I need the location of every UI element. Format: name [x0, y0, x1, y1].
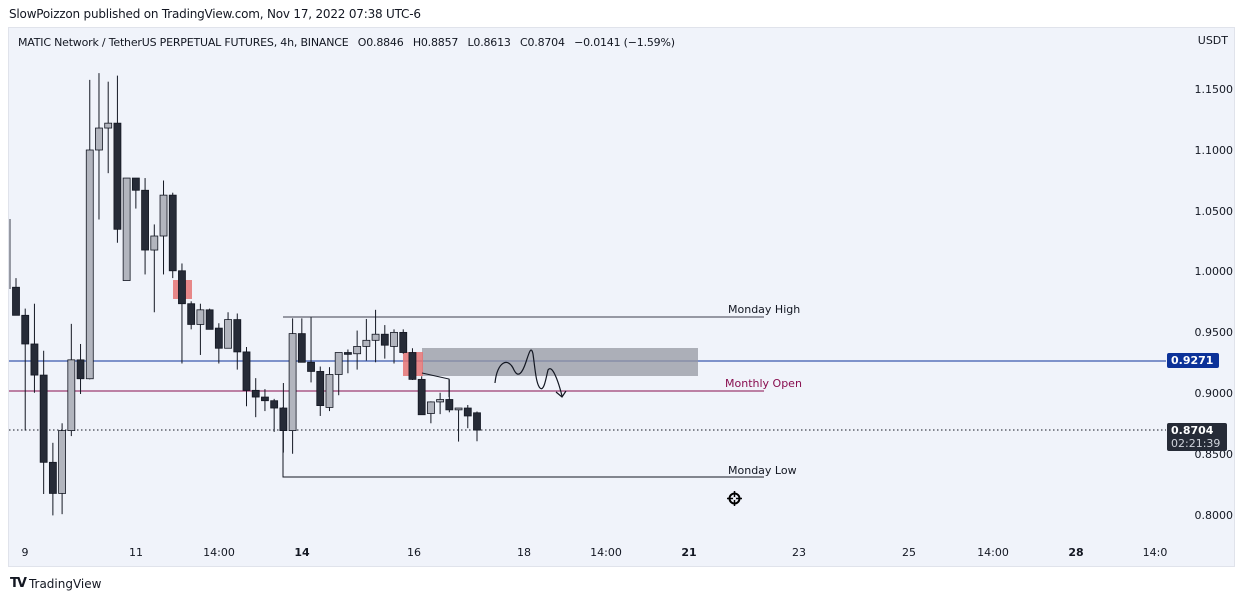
candle-body — [454, 407, 463, 411]
crosshair-cursor-icon — [727, 491, 742, 506]
candle-body — [242, 351, 251, 391]
last-price: 0.8704 — [1171, 424, 1214, 437]
candle-body — [104, 122, 113, 129]
time-tick: 14 — [294, 546, 310, 559]
candle-body — [131, 177, 140, 191]
candle-body — [187, 303, 196, 325]
brand-name: TradingView — [28, 576, 102, 591]
candle-body — [12, 286, 20, 316]
candle-body — [39, 374, 48, 463]
candle-body — [399, 331, 408, 353]
price-tick: 1.0500 — [1194, 205, 1234, 218]
candle-body — [224, 319, 232, 349]
price-tick: 1.0000 — [1194, 265, 1234, 278]
price-tick: 0.8500 — [1194, 448, 1234, 461]
candle-body — [334, 352, 343, 375]
arrow-head-icon — [555, 390, 567, 398]
candle-body — [168, 194, 177, 272]
candle-body — [353, 346, 362, 355]
candle-body — [48, 461, 57, 494]
hline-price-badge: 0.9271 — [1167, 353, 1219, 368]
time-tick: 23 — [792, 546, 806, 559]
candle-body — [463, 407, 472, 417]
candle-body — [141, 189, 149, 251]
ohlc-low: L0.8613 — [467, 36, 511, 49]
candle-body — [316, 371, 325, 406]
candle-body — [261, 396, 269, 402]
time-tick: 28 — [1068, 546, 1084, 559]
candle-body — [159, 194, 168, 237]
ohlc-high: H0.8857 — [412, 36, 459, 49]
candle-body — [371, 333, 380, 341]
time-tick: 11 — [129, 546, 143, 559]
time-tick: 14:0 — [1142, 546, 1168, 559]
price-tick: 1.1000 — [1194, 144, 1234, 157]
ohlc-close: C0.8704 — [520, 36, 565, 49]
candle-body — [85, 149, 94, 380]
candle-body — [436, 399, 445, 403]
monday-low-line — [282, 407, 764, 478]
candle-body — [362, 339, 371, 347]
monday-high-label[interactable]: Monday High — [728, 303, 801, 316]
price-tick: 0.9500 — [1194, 326, 1234, 339]
projection-line — [421, 372, 450, 397]
candle-body — [21, 314, 30, 345]
price-tick: 0.9000 — [1194, 387, 1234, 400]
footer-branding[interactable]: TV TradingView — [10, 576, 101, 591]
candle-body — [325, 374, 334, 408]
candle-body — [297, 333, 306, 363]
candle-body — [307, 361, 315, 372]
candle-body — [58, 430, 66, 494]
bar-countdown: 02:21:39 — [1171, 437, 1221, 450]
tradingview-logo-icon: TV — [10, 576, 27, 591]
candle-body — [233, 319, 242, 353]
symbol-title[interactable]: MATIC Network / TetherUS PERPETUAL FUTUR… — [18, 36, 349, 49]
candle-body — [390, 331, 398, 347]
price-tick: 0.8000 — [1194, 509, 1234, 522]
time-tick: 18 — [517, 546, 531, 559]
candle-body — [196, 309, 205, 325]
candle-body — [279, 407, 288, 431]
time-tick: 16 — [407, 546, 421, 559]
monday-low-label[interactable]: Monday Low — [728, 464, 797, 477]
price-tick: 1.1500 — [1194, 83, 1234, 96]
brush-drawing — [494, 349, 563, 397]
candle-body — [473, 412, 481, 431]
candle-body — [76, 359, 85, 380]
time-tick: 25 — [902, 546, 916, 559]
candle-body — [205, 309, 214, 330]
time-tick: 9 — [21, 546, 29, 559]
candle-body — [417, 378, 426, 416]
supply-zone-rect — [422, 348, 698, 376]
time-tick: 21 — [681, 546, 697, 559]
candle-body — [122, 177, 131, 281]
candle-body — [214, 327, 223, 349]
time-tick: 14:00 — [203, 546, 235, 559]
time-tick: 14:00 — [977, 546, 1009, 559]
candle-body — [380, 333, 389, 346]
candle-body — [344, 352, 352, 355]
candle-body — [270, 400, 279, 409]
publisher-line: SlowPoizzon published on TradingView.com… — [9, 7, 421, 21]
currency-label: USDT — [1197, 34, 1228, 47]
ohlc-change: −0.0141 (−1.59%) — [574, 36, 675, 49]
candle-body — [30, 343, 39, 376]
candle-body — [408, 352, 417, 380]
last-price-badge: 0.8704 02:21:39 — [1167, 423, 1227, 451]
candle-body — [445, 399, 454, 411]
candle-body — [95, 127, 103, 151]
candle-body — [113, 122, 122, 230]
candle-body — [67, 359, 76, 431]
candle-body — [178, 270, 186, 305]
candle-body — [426, 401, 435, 414]
monthly-open-label[interactable]: Monthly Open — [725, 377, 802, 390]
candle-body — [288, 333, 297, 431]
symbol-legend: MATIC Network / TetherUS PERPETUAL FUTUR… — [18, 36, 681, 49]
time-tick: 14:00 — [590, 546, 622, 559]
candle-body — [251, 389, 260, 398]
ohlc-open: O0.8846 — [357, 36, 404, 49]
candle-body — [150, 235, 159, 251]
